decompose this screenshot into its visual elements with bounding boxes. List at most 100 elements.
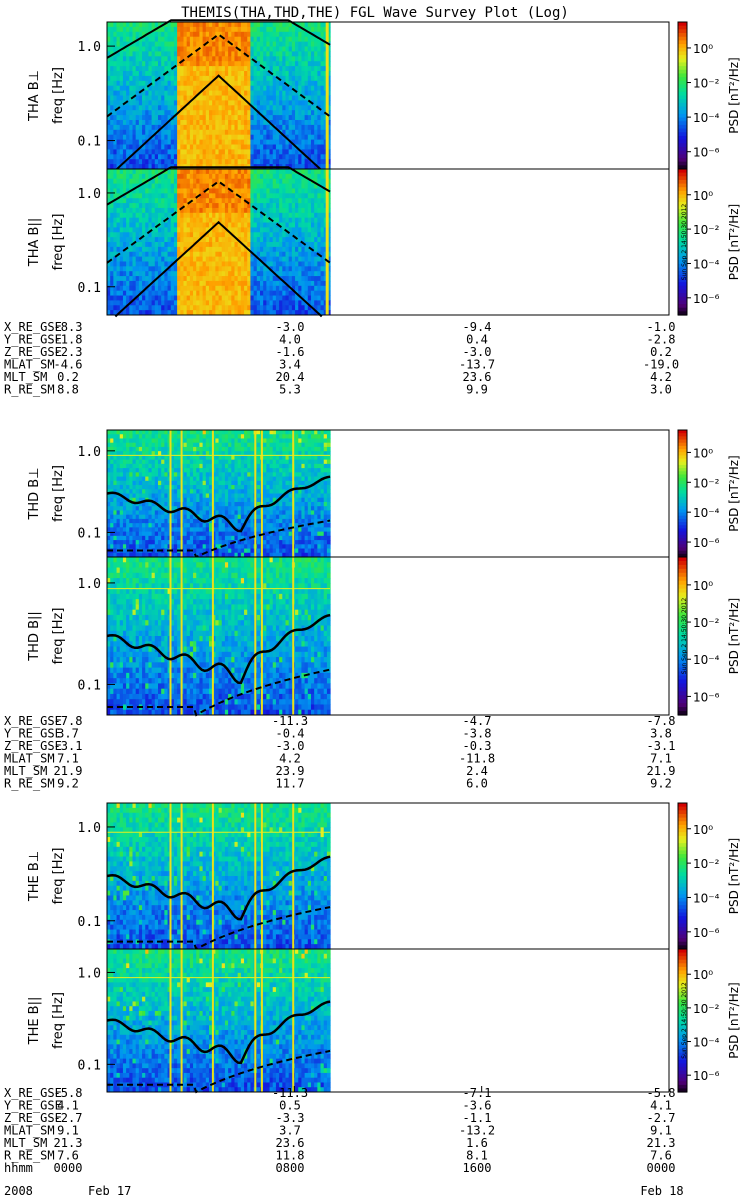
spectrogram-cell <box>326 31 331 38</box>
spectrogram-cell <box>301 144 306 150</box>
spectrogram-cell <box>202 227 207 233</box>
spectrogram-cell <box>142 198 146 204</box>
spectrogram-cell <box>240 134 245 141</box>
spectrogram-cell <box>142 476 146 482</box>
spectrogram-cell <box>177 71 181 77</box>
spectrogram-cell <box>164 438 169 444</box>
spectrogram-cell <box>221 237 226 243</box>
spectrogram-cell <box>167 514 172 520</box>
spectrogram-cell <box>177 237 181 243</box>
spectrogram-cell <box>317 61 322 67</box>
spectrogram-cell <box>256 105 261 111</box>
spectrogram-cell <box>154 183 159 189</box>
spectrogram-cell <box>193 115 197 121</box>
spectrogram-cell <box>119 552 124 558</box>
spectrogram-cell <box>234 198 239 204</box>
spectrogram-cell <box>113 501 118 507</box>
spectrogram-cell <box>234 271 239 277</box>
spectrogram-cell <box>279 300 283 306</box>
spectrogram-cell <box>266 41 271 47</box>
spectrogram-cell <box>279 75 283 82</box>
spectrogram-cell <box>129 237 133 243</box>
spectrogram-cell <box>164 188 169 194</box>
spectrogram-cell <box>138 468 143 473</box>
spectrogram-cell <box>161 497 165 503</box>
spectrogram-cell <box>199 139 204 145</box>
spectrogram-cell <box>138 75 143 82</box>
spectrogram-cell <box>183 510 188 516</box>
spectrogram-cell <box>170 497 175 503</box>
spectrogram-cell <box>221 56 226 62</box>
spectrogram-cell <box>116 510 121 516</box>
spectrogram-cell <box>199 212 204 219</box>
spectrogram-cell <box>320 41 325 47</box>
spectrogram-cell <box>164 56 169 62</box>
spectrogram-cell <box>193 26 197 33</box>
spectrogram-cell <box>244 110 248 116</box>
spectrogram-cell <box>279 217 283 224</box>
spectrogram-cell <box>256 290 261 297</box>
spectrogram-cell <box>167 169 172 175</box>
spectrogram-cell <box>314 80 318 87</box>
spectrogram-cell <box>310 251 315 258</box>
spectrogram-cell <box>199 178 204 185</box>
spectrogram-cell <box>320 75 325 82</box>
spectrogram-cell <box>161 459 165 465</box>
spectrogram-cell <box>237 212 242 219</box>
spectrogram-cell <box>320 31 325 38</box>
spectrogram-cell <box>307 100 312 106</box>
spectrogram-cell <box>113 105 118 111</box>
spectrogram-cell <box>218 237 223 243</box>
spectrogram-cell <box>135 217 140 224</box>
spectrogram-cell <box>263 139 267 145</box>
spectrogram-cell <box>250 139 255 145</box>
spectrogram-cell <box>173 212 178 219</box>
spectrogram-cell <box>272 237 277 243</box>
spectrogram-cell <box>186 227 191 233</box>
spectrogram-cell <box>193 271 197 277</box>
spectrogram-cell <box>186 105 191 111</box>
spectrogram-cell <box>208 139 213 145</box>
spectrogram-cell <box>266 198 271 204</box>
spectrogram-cell <box>173 446 178 452</box>
spectrogram-cell <box>285 232 290 238</box>
spectrogram-cell <box>129 212 133 219</box>
spectrogram-cell <box>107 472 111 478</box>
spectrogram-cell <box>221 51 226 57</box>
spectrogram-cell <box>253 169 258 175</box>
spectrogram-cell <box>107 523 111 528</box>
spectrogram-cell <box>186 173 191 180</box>
spectrogram-cell <box>314 149 318 155</box>
spectrogram-cell <box>173 41 178 47</box>
spectrogram-cell <box>107 442 111 448</box>
spectrogram-cell <box>126 85 130 92</box>
spectrogram-cell <box>173 56 178 62</box>
spectrogram-cell <box>304 203 309 209</box>
spectrogram-cell <box>240 66 245 72</box>
spectrogram-cell <box>317 295 322 301</box>
spectrogram-cell <box>320 198 325 204</box>
spectrogram-cell <box>269 169 274 175</box>
spectrogram-cell <box>129 540 133 545</box>
spectrogram-cell <box>199 198 204 204</box>
spectrogram-cell <box>272 66 277 72</box>
spectrogram-cell <box>142 237 146 243</box>
spectrogram-cell <box>307 144 312 150</box>
spectrogram-cell <box>307 75 312 82</box>
spectrogram-cell <box>193 75 197 82</box>
spectrogram-cell <box>107 36 111 43</box>
spectrogram-cell <box>221 22 226 28</box>
spectrogram-cell <box>237 51 242 57</box>
spectrogram-cell <box>282 26 286 33</box>
spectrogram-cell <box>132 430 137 435</box>
spectrogram-cell <box>135 66 140 72</box>
spectrogram-cell <box>122 56 127 62</box>
spectrogram-cell <box>151 280 156 287</box>
spectrogram-cell <box>259 188 264 194</box>
spectrogram-cell <box>151 266 156 272</box>
spectrogram-cell <box>164 540 169 545</box>
spectrogram-cell <box>196 285 200 292</box>
spectrogram-cell <box>148 100 153 106</box>
spectrogram-cell <box>275 120 280 126</box>
spectrogram-cell <box>148 523 153 528</box>
